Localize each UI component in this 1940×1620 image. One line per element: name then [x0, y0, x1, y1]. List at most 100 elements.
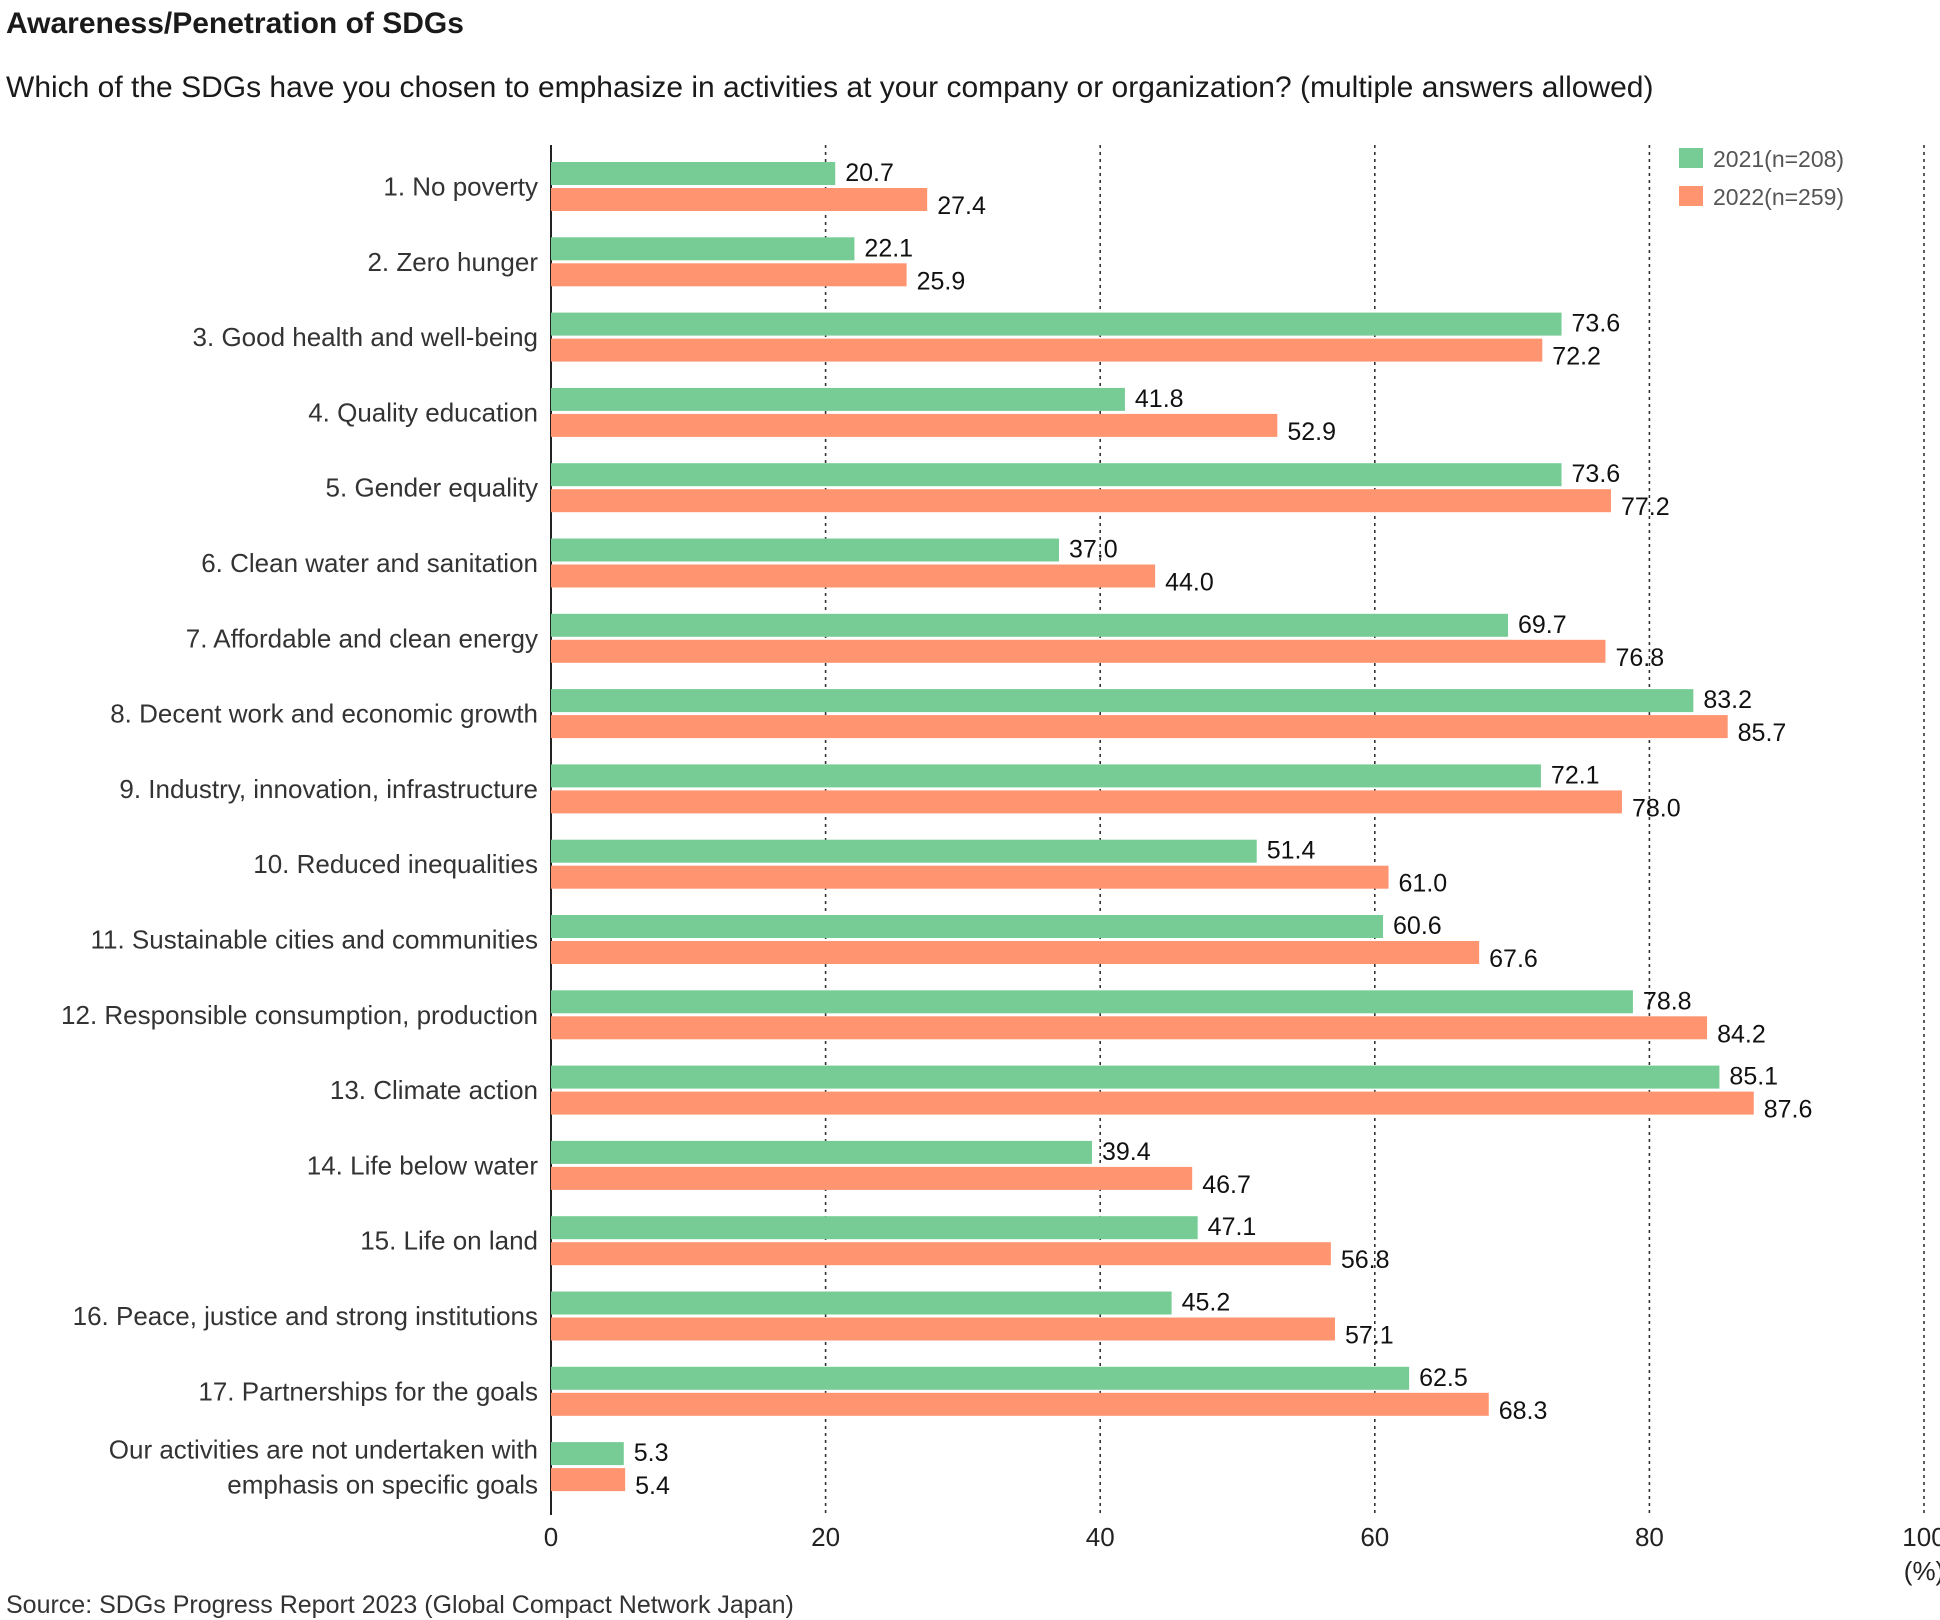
value-label-orange-10: 61.0: [1399, 870, 1448, 898]
legend: 2021(n=208) 2022(n=259): [1679, 146, 1844, 210]
bar-green-14: [551, 1140, 1092, 1164]
category-label-8: 8. Decent work and economic growth: [110, 699, 538, 729]
legend-label-2: 2022(n=259): [1713, 184, 1844, 210]
legend-swatch-1: [1679, 148, 1703, 168]
value-label-orange-6: 44.0: [1165, 569, 1214, 597]
chart-subtitle: Which of the SDGs have you chosen to emp…: [6, 71, 1654, 104]
value-label-orange-18: 5.4: [635, 1472, 670, 1500]
value-label-green-17: 62.5: [1419, 1364, 1468, 1392]
gridlines: [550, 145, 1925, 1515]
category-label-3: 3. Good health and well-being: [193, 322, 538, 352]
bar-orange-12: [551, 1016, 1708, 1040]
category-label-14: 14. Life below water: [307, 1150, 539, 1180]
value-label-orange-3: 72.2: [1552, 343, 1601, 371]
category-label-7: 7. Affordable and clean energy: [186, 623, 538, 653]
category-label-6: 6. Clean water and sanitation: [201, 548, 538, 578]
value-label-green-12: 78.8: [1643, 987, 1692, 1015]
bars: [551, 162, 1754, 1492]
bar-orange-5: [551, 489, 1611, 513]
bar-orange-9: [551, 790, 1622, 814]
legend-label-1: 2021(n=208): [1713, 146, 1844, 172]
x-tick-label-80: 80: [1635, 1522, 1664, 1552]
value-label-green-3: 73.6: [1572, 310, 1621, 338]
bar-orange-18: [551, 1468, 626, 1492]
value-label-green-15: 47.1: [1208, 1213, 1257, 1241]
bar-green-7: [551, 613, 1508, 637]
bar-green-5: [551, 463, 1562, 487]
bar-green-8: [551, 689, 1694, 713]
x-tick-label-0: 0: [544, 1522, 558, 1552]
bar-green-17: [551, 1366, 1410, 1390]
bar-green-13: [551, 1065, 1720, 1089]
value-label-orange-12: 84.2: [1717, 1020, 1766, 1048]
category-label-17: 17. Partnerships for the goals: [198, 1376, 538, 1406]
x-tick-label-40: 40: [1086, 1522, 1115, 1552]
value-label-orange-5: 77.2: [1621, 493, 1670, 521]
x-tick-label-60: 60: [1360, 1522, 1389, 1552]
bar-green-15: [551, 1216, 1198, 1240]
category-label-16: 16. Peace, justice and strong institutio…: [73, 1301, 538, 1331]
value-label-orange-17: 68.3: [1499, 1397, 1548, 1425]
value-label-green-9: 72.1: [1551, 761, 1600, 789]
value-label-orange-8: 85.7: [1738, 719, 1787, 747]
labels: 0 20 40 60 80 100 (%) 20.7 27.4 1. No poverty 22.1…: [61, 159, 1940, 1586]
bar-orange-14: [551, 1166, 1193, 1190]
value-label-green-5: 73.6: [1572, 460, 1621, 488]
bar-green-11: [551, 915, 1384, 938]
value-label-orange-14: 46.7: [1202, 1171, 1251, 1199]
bar-green-6: [551, 538, 1060, 562]
category-label-18-line-1: Our activities are not undertaken with: [109, 1435, 538, 1465]
value-label-green-13: 85.1: [1729, 1063, 1778, 1091]
category-label-1: 1. No poverty: [383, 172, 538, 202]
value-label-orange-4: 52.9: [1287, 418, 1336, 446]
category-label-13: 13. Climate action: [330, 1075, 538, 1105]
bar-green-16: [551, 1291, 1172, 1315]
value-label-green-14: 39.4: [1102, 1138, 1151, 1166]
value-label-orange-2: 25.9: [917, 267, 966, 295]
value-label-green-2: 22.1: [864, 234, 913, 262]
x-axis-unit: (%): [1904, 1556, 1940, 1586]
bar-orange-1: [551, 188, 928, 211]
value-label-orange-7: 76.8: [1615, 644, 1664, 672]
bar-orange-6: [551, 564, 1156, 588]
bar-green-3: [551, 312, 1562, 336]
value-label-orange-11: 67.6: [1489, 945, 1538, 973]
value-label-orange-9: 78.0: [1632, 794, 1681, 822]
bar-orange-11: [551, 941, 1480, 964]
bar-orange-3: [551, 338, 1543, 362]
category-label-2: 2. Zero hunger: [367, 247, 538, 277]
bar-orange-15: [551, 1242, 1331, 1266]
bar-green-12: [551, 990, 1633, 1014]
category-label-12: 12. Responsible consumption, production: [61, 1000, 538, 1030]
value-label-green-7: 69.7: [1518, 611, 1567, 639]
bar-green-9: [551, 764, 1541, 788]
value-label-orange-13: 87.6: [1764, 1096, 1813, 1124]
value-label-green-1: 20.7: [845, 159, 894, 187]
category-label-4: 4. Quality education: [308, 397, 538, 427]
bar-green-2: [551, 237, 855, 261]
category-label-15: 15. Life on land: [360, 1226, 538, 1256]
bar-green-10: [551, 839, 1257, 863]
category-label-5: 5. Gender equality: [326, 473, 538, 503]
bar-orange-16: [551, 1317, 1335, 1341]
bar-orange-10: [551, 865, 1389, 889]
bar-orange-8: [551, 715, 1728, 739]
value-label-orange-1: 27.4: [937, 192, 986, 220]
x-tick-label-20: 20: [811, 1522, 840, 1552]
source-note: Source: SDGs Progress Report 2023 (Globa…: [6, 1591, 794, 1619]
value-label-green-16: 45.2: [1182, 1289, 1231, 1317]
legend-swatch-2: [1679, 186, 1703, 206]
value-label-green-4: 41.8: [1135, 385, 1184, 413]
category-label-11: 11. Sustainable cities and communities: [90, 925, 538, 955]
value-label-orange-16: 57.1: [1345, 1322, 1394, 1350]
value-label-green-18: 5.3: [634, 1439, 669, 1467]
bar-green-18: [551, 1442, 624, 1466]
x-tick-label-100: 100: [1902, 1522, 1940, 1552]
bar-orange-17: [551, 1392, 1489, 1416]
bar-orange-4: [551, 413, 1278, 437]
value-label-green-11: 60.6: [1393, 912, 1442, 940]
bar-orange-7: [551, 639, 1606, 663]
value-label-green-10: 51.4: [1267, 837, 1316, 865]
value-label-green-6: 37.0: [1069, 536, 1118, 564]
